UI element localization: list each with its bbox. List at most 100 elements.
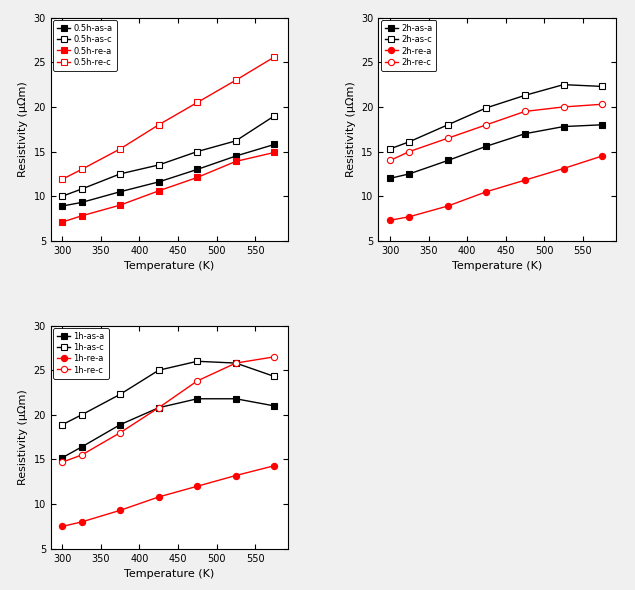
1h-as-a	[58, 454, 66, 461]
Legend: 0.5h-as-a, 0.5h-as-c, 0.5h-re-a, 0.5h-re-c: 0.5h-as-a, 0.5h-as-c, 0.5h-re-a, 0.5h-re…	[53, 20, 117, 71]
2h-as-a	[406, 171, 413, 178]
1h-as-c	[155, 366, 163, 373]
2h-as-c	[521, 92, 529, 99]
2h-re-c	[559, 103, 567, 110]
1h-as-c	[116, 391, 124, 398]
Legend: 1h-as-a, 1h-as-c, 1h-re-a, 1h-re-c: 1h-as-a, 1h-as-c, 1h-re-a, 1h-re-c	[53, 328, 109, 379]
1h-re-a	[194, 483, 201, 490]
Line: 0.5h-re-a: 0.5h-re-a	[59, 149, 277, 225]
1h-re-c	[155, 404, 163, 411]
Y-axis label: Resistivity (μΩm): Resistivity (μΩm)	[18, 81, 28, 177]
Y-axis label: Resistivity (μΩm): Resistivity (μΩm)	[18, 389, 28, 485]
0.5h-as-a	[78, 199, 86, 206]
0.5h-as-c	[155, 162, 163, 169]
0.5h-re-a	[58, 218, 66, 225]
1h-as-a	[116, 421, 124, 428]
0.5h-as-a	[271, 141, 278, 148]
Line: 0.5h-re-c: 0.5h-re-c	[59, 54, 277, 182]
1h-as-c	[58, 421, 66, 428]
Line: 1h-as-a: 1h-as-a	[59, 396, 277, 461]
0.5h-re-c	[155, 122, 163, 129]
2h-re-a	[406, 213, 413, 220]
0.5h-as-c	[232, 137, 239, 145]
2h-as-c	[444, 122, 451, 129]
0.5h-re-a	[271, 149, 278, 156]
2h-as-a	[521, 130, 529, 137]
2h-re-a	[559, 165, 567, 172]
1h-re-a	[271, 462, 278, 469]
X-axis label: Temperature (K): Temperature (K)	[452, 261, 542, 271]
Line: 2h-re-c: 2h-re-c	[387, 101, 605, 163]
2h-as-c	[559, 81, 567, 88]
1h-as-c	[271, 373, 278, 380]
1h-re-c	[232, 359, 239, 366]
2h-as-a	[559, 123, 567, 130]
2h-re-a	[444, 202, 451, 209]
0.5h-re-a	[78, 212, 86, 219]
1h-as-c	[78, 411, 86, 418]
1h-as-a	[232, 395, 239, 402]
Line: 0.5h-as-a: 0.5h-as-a	[59, 141, 277, 209]
1h-as-a	[271, 402, 278, 409]
0.5h-as-a	[116, 188, 124, 195]
Line: 1h-re-c: 1h-re-c	[59, 353, 277, 466]
1h-as-c	[194, 358, 201, 365]
2h-re-c	[444, 135, 451, 142]
Y-axis label: Resistivity (μΩm): Resistivity (μΩm)	[345, 81, 356, 177]
1h-as-a	[194, 395, 201, 402]
X-axis label: Temperature (K): Temperature (K)	[124, 261, 215, 271]
2h-re-c	[386, 157, 394, 164]
0.5h-as-c	[194, 148, 201, 155]
2h-as-a	[444, 157, 451, 164]
2h-as-a	[483, 143, 490, 150]
2h-as-c	[483, 104, 490, 112]
0.5h-re-a	[194, 174, 201, 181]
2h-re-a	[483, 188, 490, 195]
1h-re-a	[155, 493, 163, 500]
Line: 1h-re-a: 1h-re-a	[59, 463, 277, 529]
0.5h-re-c	[116, 145, 124, 152]
1h-re-c	[58, 458, 66, 466]
2h-re-a	[598, 152, 606, 159]
2h-re-c	[598, 101, 606, 108]
0.5h-as-a	[194, 166, 201, 173]
X-axis label: Temperature (K): Temperature (K)	[124, 569, 215, 579]
2h-re-c	[406, 148, 413, 155]
Line: 0.5h-as-c: 0.5h-as-c	[59, 113, 277, 199]
0.5h-as-c	[58, 193, 66, 200]
0.5h-as-c	[271, 112, 278, 119]
Legend: 2h-as-a, 2h-as-c, 2h-re-a, 2h-re-c: 2h-as-a, 2h-as-c, 2h-re-a, 2h-re-c	[381, 20, 436, 71]
Line: 2h-re-a: 2h-re-a	[387, 153, 605, 224]
1h-re-c	[116, 429, 124, 436]
0.5h-as-c	[78, 185, 86, 192]
1h-re-c	[271, 353, 278, 360]
Line: 2h-as-a: 2h-as-a	[387, 122, 605, 182]
0.5h-re-c	[58, 176, 66, 183]
0.5h-re-c	[232, 77, 239, 84]
0.5h-as-a	[58, 202, 66, 209]
Line: 2h-as-c: 2h-as-c	[387, 81, 605, 152]
1h-as-c	[232, 359, 239, 366]
1h-re-c	[194, 378, 201, 385]
1h-re-a	[116, 507, 124, 514]
0.5h-re-a	[116, 202, 124, 209]
2h-as-a	[386, 175, 394, 182]
1h-re-a	[58, 523, 66, 530]
1h-re-c	[78, 451, 86, 458]
1h-as-a	[155, 404, 163, 411]
0.5h-as-a	[232, 152, 239, 159]
0.5h-re-c	[78, 166, 86, 173]
2h-as-c	[598, 83, 606, 90]
0.5h-as-a	[155, 178, 163, 185]
2h-as-c	[406, 138, 413, 145]
0.5h-re-a	[155, 187, 163, 194]
0.5h-as-c	[116, 171, 124, 178]
0.5h-re-c	[194, 99, 201, 106]
2h-as-a	[598, 122, 606, 129]
1h-as-a	[78, 444, 86, 451]
Line: 1h-as-c: 1h-as-c	[59, 358, 277, 428]
0.5h-re-c	[271, 54, 278, 61]
1h-re-a	[78, 519, 86, 526]
1h-re-a	[232, 472, 239, 479]
0.5h-re-a	[232, 158, 239, 165]
